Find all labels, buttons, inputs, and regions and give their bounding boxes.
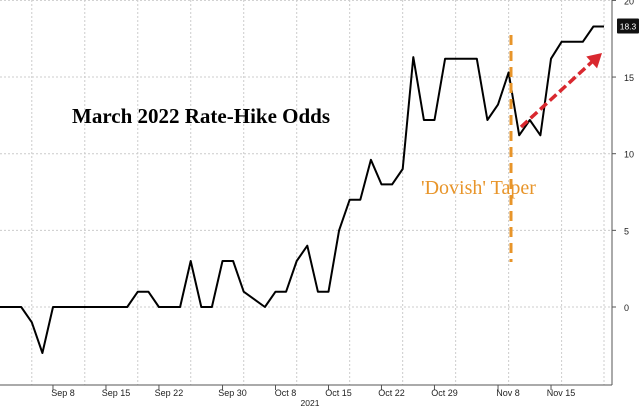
y-tick-label: 20 (624, 0, 634, 6)
chart-grid (0, 0, 612, 385)
x-axis: Sep 8 Sep 15 Sep 22 Sep 30 Oct 8 Oct 15 Oct 22… (0, 384, 612, 407)
y-tick-label: 5 (624, 226, 629, 236)
x-tick-label: Oct 15 (325, 388, 352, 398)
trend-arrow-head (586, 53, 602, 69)
trend-arrow-shaft (519, 58, 596, 129)
x-tick-label: Oct 8 (275, 388, 297, 398)
y-tick-label: 15 (624, 73, 634, 83)
x-tick-label: Nov 8 (496, 388, 520, 398)
x-tick-label: Oct 29 (431, 388, 458, 398)
x-tick-label: Sep 15 (102, 388, 131, 398)
x-tick-label: Sep 22 (155, 388, 184, 398)
x-tick-label: Nov 15 (547, 388, 576, 398)
x-tick-label: Sep 30 (218, 388, 247, 398)
x-tick-label: Oct 22 (378, 388, 405, 398)
plot-area: 18.3 'Dovish' Taper (0, 18, 639, 354)
y-tick-label: 0 (624, 303, 629, 313)
series-line (0, 25, 604, 354)
chart-title: March 2022 Rate-Hike Odds (72, 104, 330, 128)
x-tick-label: Sep 8 (51, 388, 75, 398)
y-axis: 0 5 10 15 20 (611, 0, 634, 385)
last-value-label: 18.3 (620, 21, 637, 31)
y-tick-label: 10 (624, 150, 634, 160)
x-year-label: 2021 (301, 398, 320, 407)
dovish-taper-label: 'Dovish' Taper (421, 177, 536, 199)
last-value-tag (617, 18, 639, 34)
